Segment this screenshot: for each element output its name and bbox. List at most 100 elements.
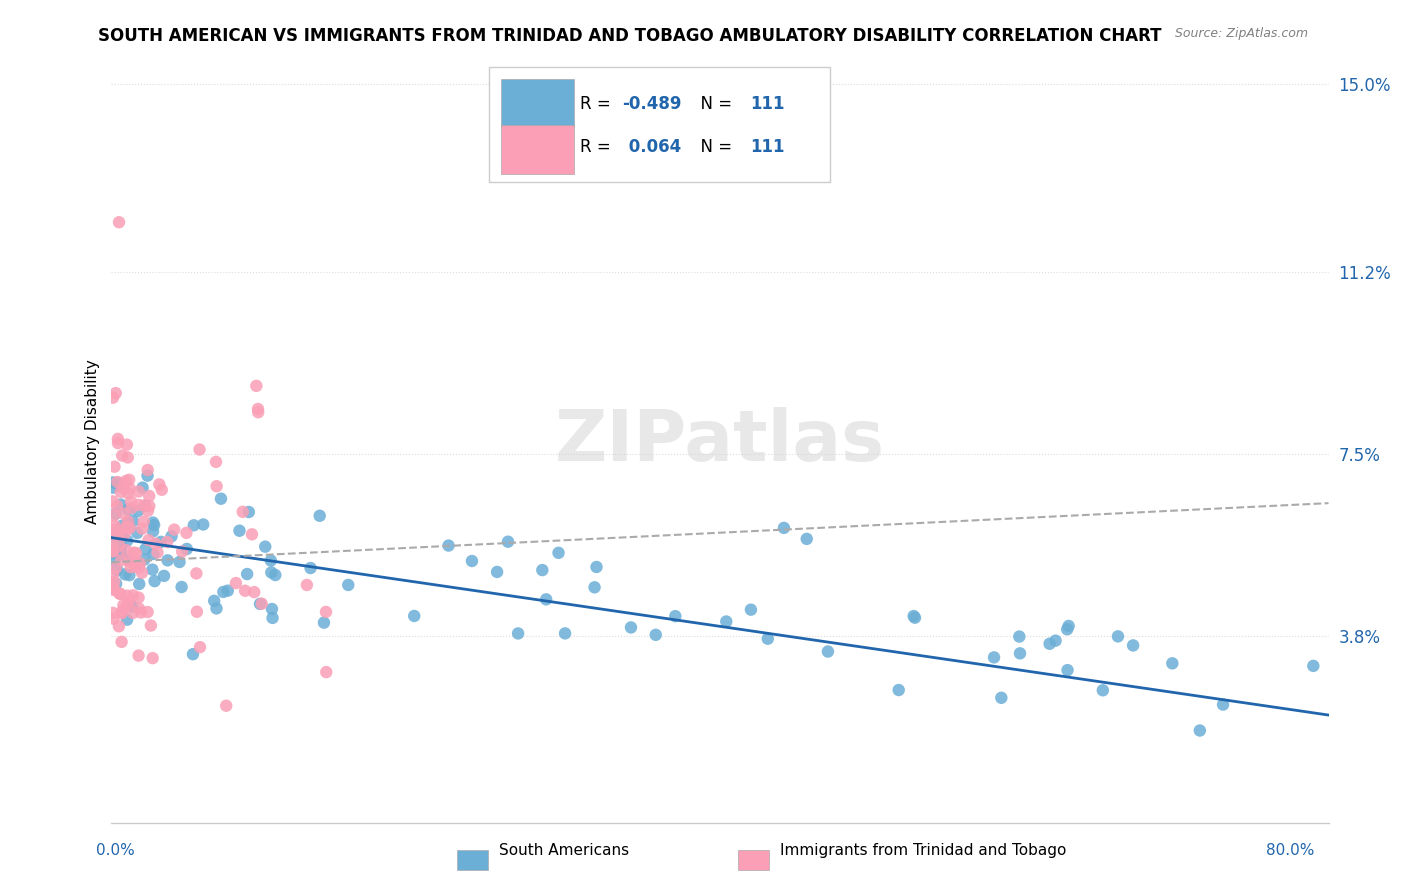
Point	[1056, 622, 1078, 636]
Point	[103, 582, 125, 597]
Point	[105, 499, 128, 513]
Point	[583, 580, 606, 594]
Point	[107, 432, 129, 446]
Point	[181, 647, 204, 661]
Point	[110, 498, 132, 512]
Text: 0.0%: 0.0%	[96, 843, 135, 858]
Point	[107, 436, 129, 450]
Point	[193, 517, 215, 532]
Point	[136, 468, 159, 483]
Point	[134, 499, 156, 513]
FancyBboxPatch shape	[489, 67, 830, 182]
Point	[110, 587, 132, 601]
Point	[773, 521, 796, 535]
Point	[117, 486, 139, 500]
Point	[115, 474, 138, 488]
Point	[128, 601, 150, 615]
Point	[1056, 663, 1078, 677]
Point	[105, 576, 128, 591]
Point	[115, 543, 138, 558]
Point	[114, 567, 136, 582]
Point	[128, 484, 150, 499]
Point	[111, 481, 134, 495]
Point	[1045, 633, 1067, 648]
Point	[101, 580, 124, 594]
Point	[107, 476, 129, 491]
Point	[128, 648, 150, 663]
Point	[183, 518, 205, 533]
Point	[1212, 698, 1234, 712]
Point	[117, 589, 139, 603]
Point	[260, 553, 283, 567]
Point	[114, 521, 136, 535]
Point	[1091, 683, 1114, 698]
Point	[209, 491, 232, 506]
Point	[108, 586, 131, 600]
Point	[1107, 629, 1129, 643]
Point	[122, 546, 145, 560]
Point	[143, 518, 166, 533]
Point	[205, 479, 228, 493]
Point	[107, 527, 129, 541]
Point	[110, 543, 132, 558]
Text: N =: N =	[689, 95, 737, 113]
Point	[138, 499, 160, 513]
Point	[496, 534, 519, 549]
Point	[644, 628, 666, 642]
Point	[101, 606, 124, 620]
Point	[103, 546, 125, 560]
Point	[120, 560, 142, 574]
Text: 111: 111	[751, 138, 785, 156]
Point	[1188, 723, 1211, 738]
Point	[136, 504, 159, 518]
Point	[110, 485, 132, 500]
Point	[136, 463, 159, 477]
Point	[312, 615, 335, 630]
Point	[212, 585, 235, 599]
Point	[150, 534, 173, 549]
Point	[115, 437, 138, 451]
Point	[121, 599, 143, 614]
Point	[131, 522, 153, 536]
Point	[217, 583, 239, 598]
Point	[620, 620, 643, 634]
Point	[118, 568, 141, 582]
Point	[101, 540, 124, 554]
Point	[128, 577, 150, 591]
Point	[101, 494, 124, 508]
Point	[121, 514, 143, 528]
Point	[107, 475, 129, 489]
Point	[125, 546, 148, 560]
Text: -0.489: -0.489	[623, 95, 682, 113]
Point	[136, 605, 159, 619]
Point	[664, 609, 686, 624]
Point	[132, 515, 155, 529]
Point	[260, 566, 283, 580]
Point	[1008, 630, 1031, 644]
Point	[108, 619, 131, 633]
Point	[531, 563, 554, 577]
Point	[146, 545, 169, 559]
Point	[228, 524, 250, 538]
Point	[108, 524, 131, 539]
Y-axis label: Ambulatory Disability: Ambulatory Disability	[86, 359, 100, 524]
Point	[117, 552, 139, 566]
Point	[295, 578, 318, 592]
Point	[104, 519, 127, 533]
Point	[141, 563, 163, 577]
Point	[114, 527, 136, 541]
Point	[112, 601, 135, 615]
Point	[104, 561, 127, 575]
Text: 80.0%: 80.0%	[1267, 843, 1315, 858]
Point	[437, 539, 460, 553]
Text: N =: N =	[689, 138, 737, 156]
Point	[115, 613, 138, 627]
Point	[103, 543, 125, 558]
Point	[115, 533, 138, 548]
Point	[796, 532, 818, 546]
Point	[172, 544, 194, 558]
Point	[110, 635, 132, 649]
Point	[983, 650, 1005, 665]
Point	[103, 554, 125, 568]
Text: ZIPatlas: ZIPatlas	[555, 407, 884, 476]
